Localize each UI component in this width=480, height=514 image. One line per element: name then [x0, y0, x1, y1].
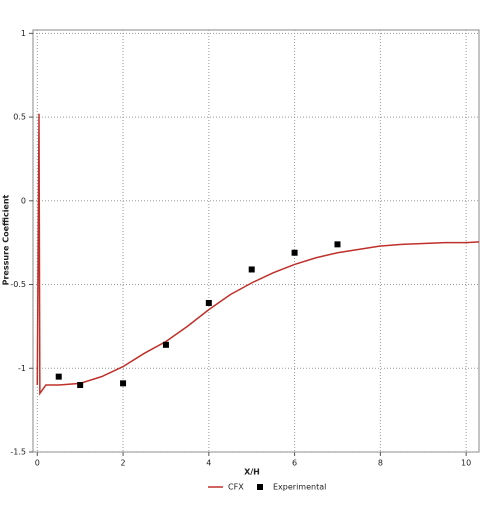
- data-point: [248, 266, 255, 273]
- y-tick-label: 0.5: [13, 113, 26, 122]
- cfx-line: [36, 113, 480, 396]
- data-point: [120, 380, 127, 387]
- x-tick-label: 2: [121, 459, 126, 468]
- x-tick-label: 6: [292, 459, 297, 468]
- x-tick-label: 8: [378, 459, 383, 468]
- data-point: [55, 373, 62, 380]
- data-point: [205, 299, 212, 306]
- data-point: [162, 341, 169, 348]
- y-tick-label: 1: [21, 29, 26, 38]
- legend-swatch: [257, 484, 263, 490]
- x-tick-label: 4: [206, 459, 211, 468]
- x-tick-label: 10: [461, 459, 471, 468]
- y-tick-label: -1: [18, 364, 26, 373]
- y-tick-label: -1.5: [10, 448, 26, 457]
- y-axis-title: Pressure Coefficient: [2, 194, 11, 285]
- data-point: [334, 241, 341, 248]
- x-axis-title: X/H: [244, 468, 260, 477]
- data-point: [291, 249, 298, 256]
- plot-frame: [32, 29, 480, 453]
- data-point: [77, 382, 84, 389]
- legend-label: CFX: [228, 483, 244, 492]
- legend-label: Experimental: [273, 483, 326, 492]
- x-tick-label: 0: [35, 459, 40, 468]
- y-tick-label: -0.5: [10, 280, 26, 289]
- y-tick-label: 0: [21, 196, 26, 205]
